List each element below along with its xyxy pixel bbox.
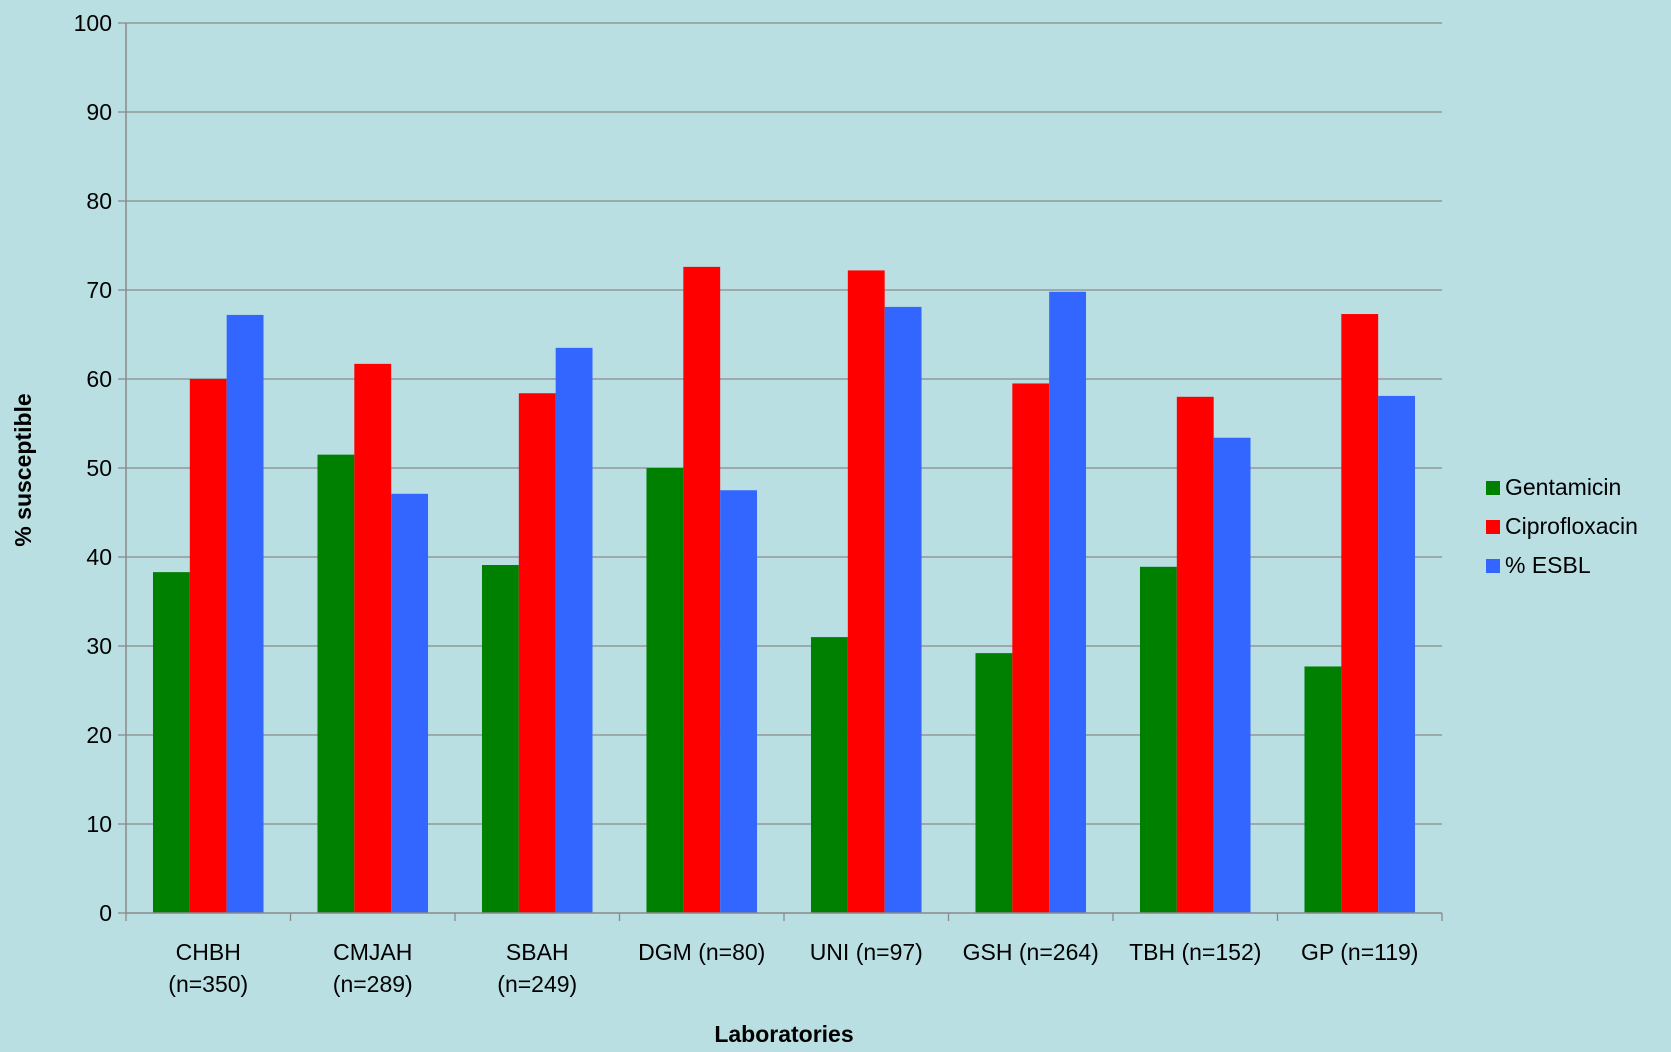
y-tick-label: 0 [99,900,112,926]
bar-esbl [555,347,593,914]
y-tick-label: 80 [86,188,112,214]
bar-ciprofloxacin [354,363,392,913]
legend-label: Gentamicin [1505,474,1621,500]
y-tick-label: 60 [86,366,112,392]
x-tick-label: GP (n=119) [1301,939,1418,965]
legend-swatch [1486,481,1500,495]
y-tick-label: 90 [86,99,112,125]
x-tick-label: CMJAH [333,939,412,965]
bar-esbl [720,490,758,913]
bar-gentamicin [975,653,1013,913]
y-tick-label: 100 [74,10,112,36]
bars [152,266,1416,914]
bar-ciprofloxacin [847,270,885,913]
x-tick-label: SBAH [506,939,569,965]
x-tick-label: (n=249) [497,971,577,997]
bar-ciprofloxacin [518,393,556,913]
bar-ciprofloxacin [1341,314,1379,913]
legend-swatch [1486,559,1500,573]
x-axis-title: Laboratories [714,1021,853,1047]
x-tick-label: (n=289) [333,971,413,997]
bar-gentamicin [481,565,519,913]
bar-esbl [391,493,429,913]
y-axis-title: % susceptible [10,393,36,546]
bar-gentamicin [810,637,848,913]
bar-ciprofloxacin [189,379,227,913]
bar-ciprofloxacin [1176,396,1214,913]
bar-gentamicin [317,454,355,913]
y-tick-label: 70 [86,277,112,303]
y-tick-label: 50 [86,455,112,481]
bar-gentamicin [646,468,684,913]
x-tick-label: DGM (n=80) [638,939,765,965]
bar-ciprofloxacin [1012,383,1050,913]
bar-esbl [1213,437,1251,913]
axes: 0 10 20 30 40 50 60 70 80 90 100 CHBH (n=350) CMJAH (n… [74,10,1443,997]
legend-label: Ciprofloxacin [1505,513,1638,539]
bar-esbl [1049,291,1087,913]
bar-gentamicin [152,572,190,913]
bar-gentamicin [1304,666,1342,913]
legend-swatch [1486,520,1500,534]
x-tick-label: GSH (n=264) [963,939,1099,965]
y-tick-label: 10 [86,811,112,837]
bar-ciprofloxacin [683,266,721,913]
x-tick-label: UNI (n=97) [810,939,923,965]
legend: Gentamicin Ciprofloxacin % ESBL [1486,474,1638,578]
x-tick-label: (n=350) [168,971,248,997]
bar-esbl [1378,395,1416,913]
bar-esbl [884,306,922,913]
x-tick-label: TBH (n=152) [1129,939,1261,965]
y-tick-label: 20 [86,722,112,748]
x-tick-label: CHBH [176,939,241,965]
y-tick-label: 30 [86,633,112,659]
bar-gentamicin [1139,566,1177,913]
legend-label: % ESBL [1505,552,1591,578]
bar-esbl [226,314,264,913]
y-tick-label: 40 [86,544,112,570]
